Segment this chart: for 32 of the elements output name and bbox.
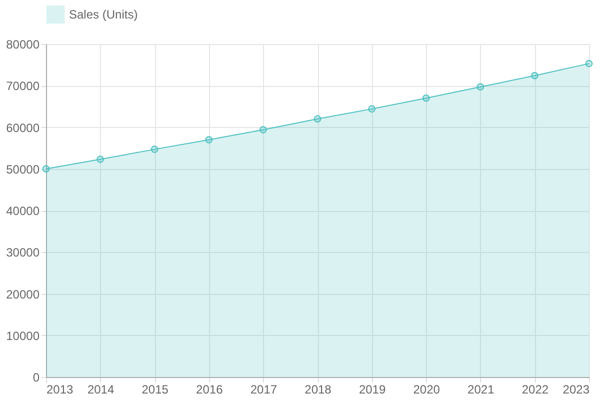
y-tick-label: 0	[32, 370, 40, 384]
x-tick-label: 2019	[358, 382, 386, 396]
x-tick-label: 2016	[196, 382, 224, 396]
y-tick-label: 20000	[6, 287, 40, 302]
x-tick-label: 2013	[46, 382, 74, 396]
point	[150, 146, 158, 153]
y-tick-label: 10000	[6, 328, 40, 343]
x-tick-label: 2021	[468, 382, 495, 396]
y-tick-label: 40000	[6, 204, 40, 218]
point	[96, 156, 104, 163]
point	[205, 136, 213, 144]
x-tick-label: 2022	[522, 382, 549, 396]
x-tick-label: 2014	[87, 382, 114, 396]
y-tick-label: 30000	[6, 246, 40, 260]
legend-label: Sales (Units)	[69, 8, 138, 22]
x-tick-label: 2017	[250, 382, 278, 396]
y-tick-label: 80000	[6, 38, 40, 52]
y-tick-label: 60000	[6, 120, 40, 135]
point	[260, 126, 267, 134]
point	[42, 165, 50, 173]
x-tick-label: 2015	[142, 382, 169, 396]
point	[476, 83, 484, 91]
x-tick-label: 2020	[413, 382, 440, 396]
y-tick-label: 70000	[6, 79, 40, 94]
y-tick-label: 50000	[6, 162, 40, 176]
point	[314, 115, 322, 123]
x-tick-label: 2023	[562, 382, 590, 396]
x-tick-label: 2018	[304, 382, 332, 396]
point	[585, 60, 593, 68]
point	[368, 105, 376, 113]
point	[422, 94, 430, 102]
point	[531, 72, 538, 80]
